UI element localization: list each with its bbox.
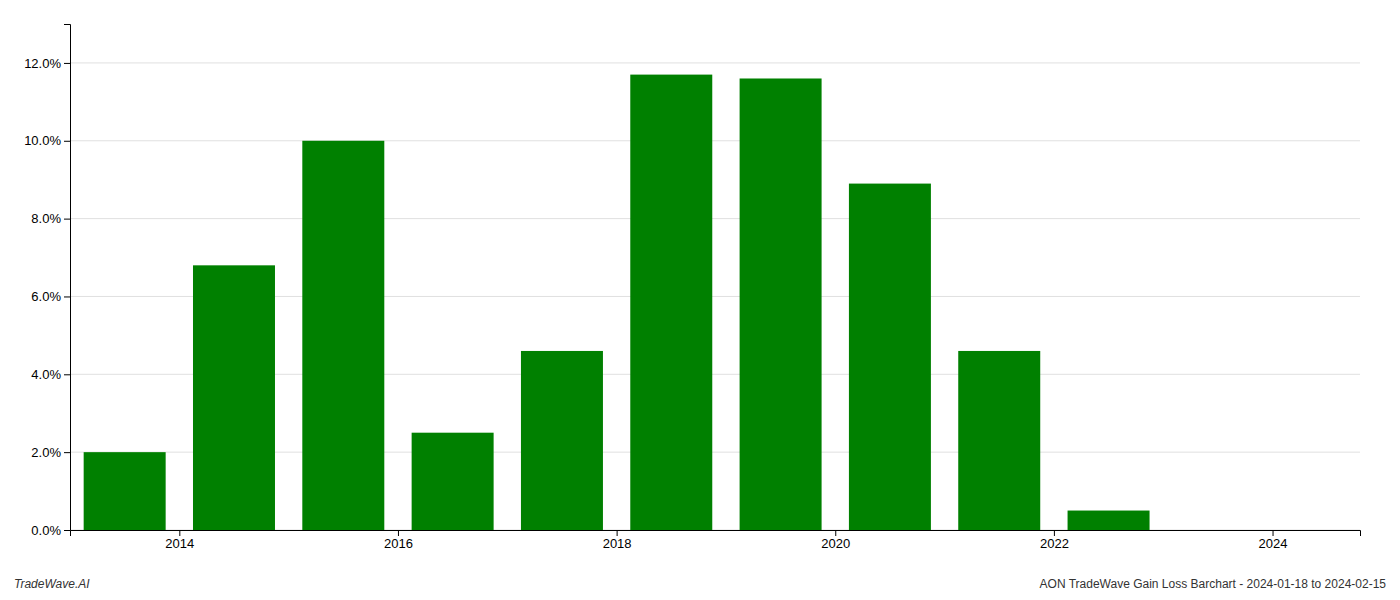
tick-mark (64, 141, 70, 142)
tick-label: 2016 (384, 536, 413, 551)
tick-label: 2024 (1259, 536, 1288, 551)
tick: 2018 (603, 530, 632, 551)
bar (630, 75, 712, 530)
tick: 2024 (1259, 530, 1288, 551)
tick-label: 12.0% (24, 56, 61, 71)
tick-mark (1273, 530, 1274, 536)
bar (302, 141, 384, 530)
bar (849, 184, 931, 530)
tick-mark (64, 296, 70, 297)
bar (1177, 530, 1259, 531)
tick-mark (64, 219, 70, 220)
plot: 0.0%2.0%4.0%6.0%8.0%10.0%12.0%2014201620… (24, 25, 1360, 552)
tick-mark (64, 374, 70, 375)
bar (412, 433, 494, 530)
tick: 2016 (384, 530, 413, 551)
tick-label: 2.0% (31, 445, 61, 460)
tick-mark (64, 530, 70, 531)
tick: 2022 (1040, 530, 1069, 551)
bar (958, 351, 1040, 530)
axis-line (64, 25, 71, 531)
tick-label: 2014 (165, 536, 194, 551)
grid-line (70, 62, 1360, 63)
bar (740, 78, 822, 530)
x-axis: 2014 2016 2018 2020 2022 2024 (71, 530, 1361, 551)
grid (70, 63, 1360, 530)
tick-label: 6.0% (31, 289, 61, 304)
chart: 0.0%2.0%4.0%6.0%8.0%10.0%12.0%2014201620… (0, 0, 1400, 600)
bar (1068, 511, 1150, 530)
tick: 2020 (821, 530, 850, 551)
tick-label: 2018 (603, 536, 632, 551)
bars (84, 75, 1150, 530)
bar (521, 351, 603, 530)
tick: 12.0% (24, 56, 70, 71)
tick-mark (64, 63, 70, 64)
tick: 2014 (165, 530, 194, 551)
tick: 10.0% (24, 133, 70, 148)
tick: 2.0% (31, 445, 70, 460)
tick-label: 10.0% (24, 133, 61, 148)
tick: 0.0% (31, 523, 70, 538)
tick-mark (617, 530, 618, 536)
grid-line (70, 140, 1360, 141)
y-axis: 0.0% 2.0% 4.0% 6.0% 8.0% 10.0% 12.0% (24, 25, 70, 538)
footer-right: AON TradeWave Gain Loss Barchart - 2024-… (1040, 577, 1387, 591)
tick-mark (1054, 530, 1055, 536)
tick-mark (835, 530, 836, 536)
tick-label: 8.0% (31, 211, 61, 226)
grid-line (70, 218, 1360, 219)
tick: 8.0% (31, 211, 70, 226)
tick-mark (179, 530, 180, 536)
tick-label: 0.0% (31, 523, 61, 538)
tick: 6.0% (31, 289, 70, 304)
tick-mark (64, 452, 70, 453)
tick-label: 2022 (1040, 536, 1069, 551)
tick-label: 4.0% (31, 367, 61, 382)
bar (193, 265, 275, 530)
tick-label: 2020 (821, 536, 850, 551)
footer-left: TradeWave.AI (14, 577, 90, 591)
bar (84, 452, 166, 530)
tick-mark (398, 530, 399, 536)
tick: 4.0% (31, 367, 70, 382)
axis-line (71, 531, 1361, 537)
